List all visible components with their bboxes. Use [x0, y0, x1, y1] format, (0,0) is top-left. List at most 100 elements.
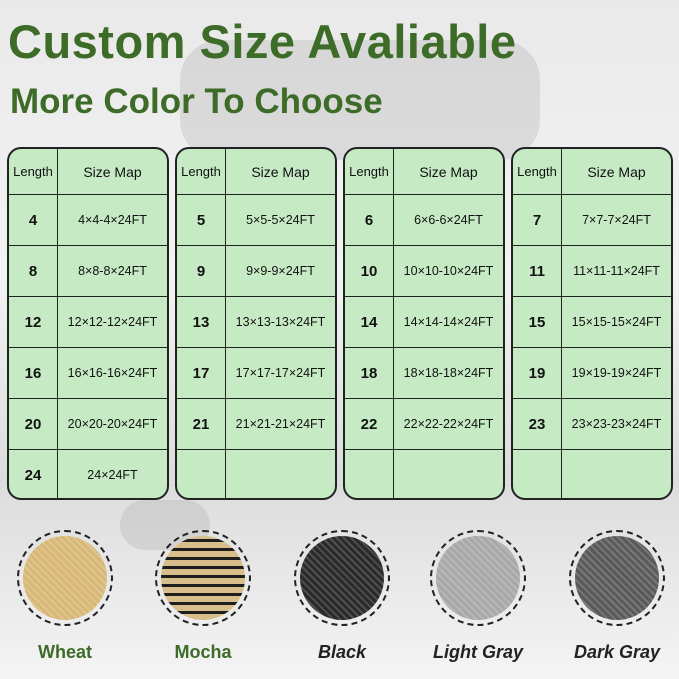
size-cell: 4×4-4×24FT — [78, 213, 147, 227]
length-cell: 24 — [9, 450, 58, 498]
length-cell: 10 — [345, 246, 394, 296]
table-row: 11 11×11-11×24FT — [513, 245, 671, 296]
length-cell — [513, 450, 562, 498]
table-row: 18 18×18-18×24FT — [345, 347, 503, 398]
size-cell: 12×12-12×24FT — [67, 315, 158, 329]
table-row: 24 24×24FT — [9, 449, 167, 498]
swatch-texture — [23, 536, 107, 620]
table-row: 13 13×13-13×24FT — [177, 296, 335, 347]
table-header: Length Size Map — [513, 149, 671, 194]
table-row: 19 19×19-19×24FT — [513, 347, 671, 398]
table-row: 9 9×9-9×24FT — [177, 245, 335, 296]
table-row — [513, 449, 671, 498]
size-table: Length Size Map 4 4×4-4×24FT 8 8×8-8×24FT 12 12… — [7, 147, 169, 500]
table-header: Length Size Map — [9, 149, 167, 194]
length-cell: 22 — [345, 399, 394, 449]
size-cell: 8×8-8×24FT — [78, 264, 147, 278]
size-cell — [226, 450, 335, 498]
size-table: Length Size Map 5 5×5-5×24FT 9 9×9-9×24FT 13 13… — [175, 147, 337, 500]
table-row: 17 17×17-17×24FT — [177, 347, 335, 398]
size-cell: 5×5-5×24FT — [246, 213, 315, 227]
length-cell: 5 — [177, 195, 226, 245]
length-cell: 6 — [345, 195, 394, 245]
table-row: 5 5×5-5×24FT — [177, 194, 335, 245]
table-row — [177, 449, 335, 498]
page-title: Custom Size Avaliable — [8, 15, 517, 68]
swatch-texture — [300, 536, 384, 620]
table-row: 22 22×22-22×24FT — [345, 398, 503, 449]
size-cell: 10×10-10×24FT — [403, 264, 494, 278]
table-row: 6 6×6-6×24FT — [345, 194, 503, 245]
length-cell: 7 — [513, 195, 562, 245]
length-cell: 20 — [9, 399, 58, 449]
header-length: Length — [177, 149, 226, 194]
table-row: 14 14×14-14×24FT — [345, 296, 503, 347]
size-cell: 16×16-16×24FT — [67, 366, 158, 380]
size-cell: 7×7-7×24FT — [582, 213, 651, 227]
swatch-texture — [575, 536, 659, 620]
size-cell: 13×13-13×24FT — [235, 315, 326, 329]
color-label: Mocha — [174, 642, 232, 662]
length-cell: 11 — [513, 246, 562, 296]
size-cell: 9×9-9×24FT — [246, 264, 315, 278]
size-cell: 15×15-15×24FT — [571, 315, 662, 329]
color-swatch-wheat[interactable] — [17, 530, 113, 626]
table-row: 4 4×4-4×24FT — [9, 194, 167, 245]
length-cell: 13 — [177, 297, 226, 347]
size-cell: 17×17-17×24FT — [235, 366, 326, 380]
color-label: Light Gray — [432, 642, 523, 662]
size-cell: 24×24FT — [87, 468, 138, 482]
size-cell: 19×19-19×24FT — [571, 366, 662, 380]
size-cell — [562, 450, 671, 498]
color-swatch-light-gray[interactable] — [430, 530, 526, 626]
length-cell: 14 — [345, 297, 394, 347]
length-cell: 19 — [513, 348, 562, 398]
header-length: Length — [513, 149, 562, 194]
table-row: 10 10×10-10×24FT — [345, 245, 503, 296]
length-cell: 23 — [513, 399, 562, 449]
size-cell: 23×23-23×24FT — [571, 417, 662, 431]
color-swatch-dark-gray[interactable] — [569, 530, 665, 626]
length-cell: 4 — [9, 195, 58, 245]
size-cell: 21×21-21×24FT — [235, 417, 326, 431]
page-subtitle: More Color To Choose — [10, 82, 383, 121]
size-cell: 11×11-11×24FT — [573, 264, 660, 278]
color-swatch-black[interactable] — [294, 530, 390, 626]
table-row: 8 8×8-8×24FT — [9, 245, 167, 296]
color-label: Dark Gray — [573, 642, 661, 662]
length-cell: 12 — [9, 297, 58, 347]
swatch-texture — [161, 536, 245, 620]
table-row: 12 12×12-12×24FT — [9, 296, 167, 347]
length-cell: 9 — [177, 246, 226, 296]
table-row: 15 15×15-15×24FT — [513, 296, 671, 347]
size-cell: 6×6-6×24FT — [414, 213, 483, 227]
length-cell: 8 — [9, 246, 58, 296]
header-size-map: Size Map — [251, 163, 310, 180]
size-cell — [394, 450, 503, 498]
background-machine — [180, 40, 540, 160]
size-table: Length Size Map 7 7×7-7×24FT 11 11×11-11×24FT… — [511, 147, 673, 500]
length-cell: 18 — [345, 348, 394, 398]
size-cell: 18×18-18×24FT — [403, 366, 494, 380]
color-swatch-mocha[interactable] — [155, 530, 251, 626]
color-label: Black — [317, 642, 367, 662]
length-cell — [177, 450, 226, 498]
size-cell: 20×20-20×24FT — [67, 417, 158, 431]
length-cell — [345, 450, 394, 498]
table-row: 21 21×21-21×24FT — [177, 398, 335, 449]
table-header: Length Size Map — [177, 149, 335, 194]
table-header: Length Size Map — [345, 149, 503, 194]
length-cell: 16 — [9, 348, 58, 398]
table-row: 16 16×16-16×24FT — [9, 347, 167, 398]
table-row: 23 23×23-23×24FT — [513, 398, 671, 449]
size-cell: 14×14-14×24FT — [403, 315, 494, 329]
color-label: Wheat — [38, 642, 92, 662]
table-row: 20 20×20-20×24FT — [9, 398, 167, 449]
header-length: Length — [345, 149, 394, 194]
size-cell: 22×22-22×24FT — [403, 417, 494, 431]
size-table: Length Size Map 6 6×6-6×24FT 10 10×10-10×24FT… — [343, 147, 505, 500]
length-cell: 17 — [177, 348, 226, 398]
table-row — [345, 449, 503, 498]
header-size-map: Size Map — [419, 163, 478, 180]
